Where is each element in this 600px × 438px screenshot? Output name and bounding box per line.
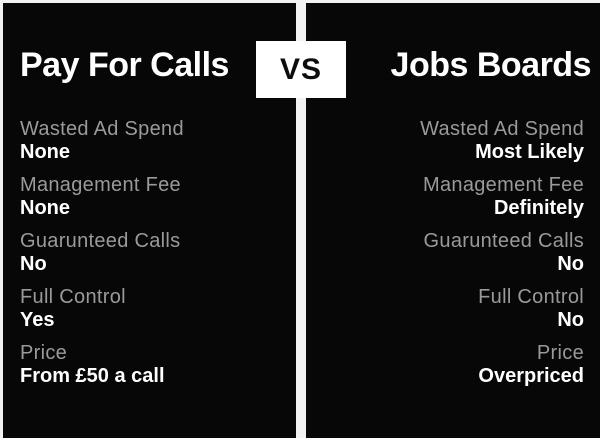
row-label: Wasted Ad Spend — [20, 118, 184, 141]
row-value: From £50 a call — [20, 365, 165, 388]
row-value: No — [20, 253, 47, 276]
comparison-row: Wasted Ad Spend Most Likely — [314, 118, 584, 164]
vertical-divider — [296, 0, 306, 438]
row-value: Overpriced — [478, 365, 584, 388]
comparison-row: Guarunteed Calls No — [314, 230, 584, 276]
vs-badge: VS — [256, 41, 346, 98]
comparison-row: Full Control Yes — [20, 286, 288, 332]
row-label: Price — [536, 342, 584, 365]
left-panel-title: Pay For Calls — [20, 46, 229, 84]
row-value: Definitely — [493, 197, 584, 220]
comparison-row: Management Fee Definitely — [314, 174, 584, 220]
comparison-row: Management Fee None — [20, 174, 288, 220]
row-value: Yes — [20, 309, 55, 332]
row-label: Management Fee — [20, 174, 181, 197]
comparison-row: Wasted Ad Spend None — [20, 118, 288, 164]
row-label: Price — [20, 342, 68, 365]
comparison-row: Full Control No — [314, 286, 584, 332]
right-panel-title: Jobs Boards — [390, 46, 592, 84]
row-label: Guarunteed Calls — [20, 230, 181, 253]
row-label: Wasted Ad Spend — [420, 118, 584, 141]
right-panel: Jobs Boards Wasted Ad Spend Most Likely … — [306, 3, 600, 438]
row-label: Management Fee — [423, 174, 584, 197]
row-label: Full Control — [478, 286, 584, 309]
comparison-row: Guarunteed Calls No — [20, 230, 288, 276]
row-label: Guarunteed Calls — [423, 230, 584, 253]
row-value: Most Likely — [475, 141, 584, 164]
left-panel: Pay For Calls Wasted Ad Spend None Manag… — [3, 3, 296, 438]
row-value: None — [20, 197, 70, 220]
row-value: No — [557, 309, 584, 332]
row-label: Full Control — [20, 286, 126, 309]
comparison-row: Price From £50 a call — [20, 342, 288, 388]
vs-badge-label: VS — [279, 52, 323, 86]
comparison-row: Price Overpriced — [314, 342, 584, 388]
row-value: No — [557, 253, 584, 276]
row-value: None — [20, 141, 70, 164]
